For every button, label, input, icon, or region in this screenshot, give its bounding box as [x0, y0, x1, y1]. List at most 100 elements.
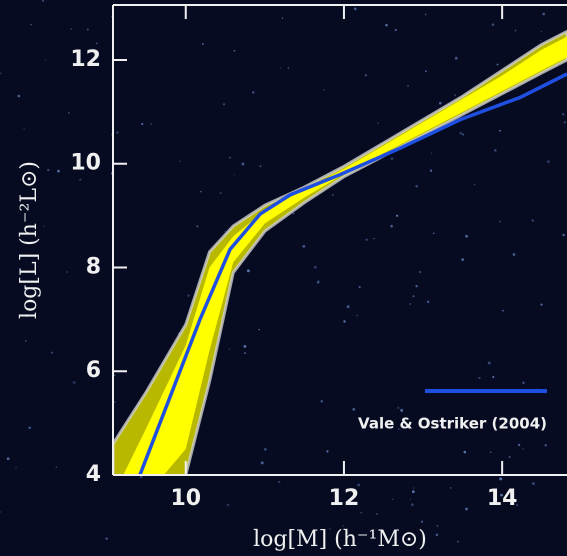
- legend-label: Vale & Ostriker (2004): [358, 415, 547, 433]
- star: [343, 320, 346, 323]
- star: [420, 520, 424, 523]
- star: [57, 169, 60, 173]
- star: [454, 56, 458, 60]
- star: [279, 67, 282, 69]
- x-tick-label: 12: [329, 486, 360, 511]
- star: [23, 128, 25, 130]
- star: [491, 23, 495, 26]
- star: [328, 527, 331, 530]
- star: [514, 29, 517, 32]
- y-tick-label: 6: [86, 358, 101, 383]
- star: [331, 194, 334, 196]
- star: [478, 376, 481, 380]
- star: [400, 408, 404, 412]
- star: [187, 294, 190, 297]
- star: [364, 74, 367, 77]
- star: [114, 401, 116, 403]
- star: [302, 244, 306, 248]
- star: [412, 295, 415, 298]
- series-line: [138, 72, 567, 475]
- star: [430, 152, 433, 154]
- star: [539, 39, 542, 42]
- star: [489, 451, 492, 454]
- star: [487, 361, 491, 365]
- star: [435, 533, 439, 537]
- star: [409, 498, 412, 501]
- star: [313, 265, 317, 269]
- star: [72, 381, 76, 384]
- star: [542, 12, 545, 16]
- star: [0, 72, 2, 75]
- star: [222, 103, 226, 106]
- star: [426, 300, 430, 304]
- star: [411, 490, 415, 494]
- star: [277, 480, 281, 484]
- star: [229, 156, 231, 159]
- star: [224, 230, 226, 233]
- star: [517, 443, 521, 447]
- star: [360, 512, 362, 514]
- star: [465, 234, 468, 238]
- star: [66, 271, 68, 273]
- star: [454, 94, 456, 96]
- star: [281, 17, 284, 19]
- star: [508, 456, 511, 458]
- star: [30, 23, 32, 26]
- star: [390, 157, 394, 160]
- star: [233, 49, 236, 52]
- star: [502, 309, 504, 312]
- star: [179, 160, 181, 162]
- star: [496, 63, 499, 66]
- star: [531, 482, 535, 486]
- y-tick-label: 10: [70, 151, 101, 176]
- star: [323, 89, 325, 91]
- star: [41, 0, 45, 3]
- star: [473, 183, 476, 186]
- star: [436, 524, 439, 527]
- star: [449, 487, 452, 489]
- star: [457, 541, 459, 543]
- star: [55, 466, 58, 469]
- star: [44, 59, 47, 61]
- star: [407, 85, 409, 87]
- star: [409, 303, 411, 305]
- star: [499, 477, 503, 481]
- star: [429, 169, 433, 172]
- star: [353, 7, 357, 11]
- y-tick-label: 8: [86, 254, 101, 279]
- star: [377, 122, 379, 124]
- star: [201, 43, 204, 45]
- star: [196, 225, 199, 228]
- star: [346, 305, 350, 309]
- star: [219, 192, 222, 195]
- star: [373, 237, 375, 240]
- star: [462, 133, 465, 136]
- star: [356, 314, 359, 317]
- star: [233, 174, 236, 176]
- star: [200, 190, 202, 193]
- star: [415, 185, 418, 188]
- star: [260, 461, 264, 465]
- star: [531, 219, 534, 222]
- star: [516, 504, 519, 506]
- star: [258, 328, 260, 331]
- star: [28, 426, 31, 430]
- star: [512, 253, 516, 256]
- star: [246, 269, 250, 273]
- star: [439, 423, 442, 426]
- star: [394, 28, 398, 32]
- star: [241, 162, 245, 166]
- star: [47, 169, 50, 172]
- star: [375, 512, 378, 516]
- star: [397, 428, 400, 430]
- star: [562, 233, 565, 237]
- star: [113, 374, 116, 377]
- star: [499, 129, 502, 132]
- star: [499, 220, 502, 223]
- star: [342, 525, 344, 527]
- star: [500, 493, 503, 497]
- star: [465, 507, 468, 511]
- star: [116, 131, 119, 134]
- star: [70, 28, 72, 30]
